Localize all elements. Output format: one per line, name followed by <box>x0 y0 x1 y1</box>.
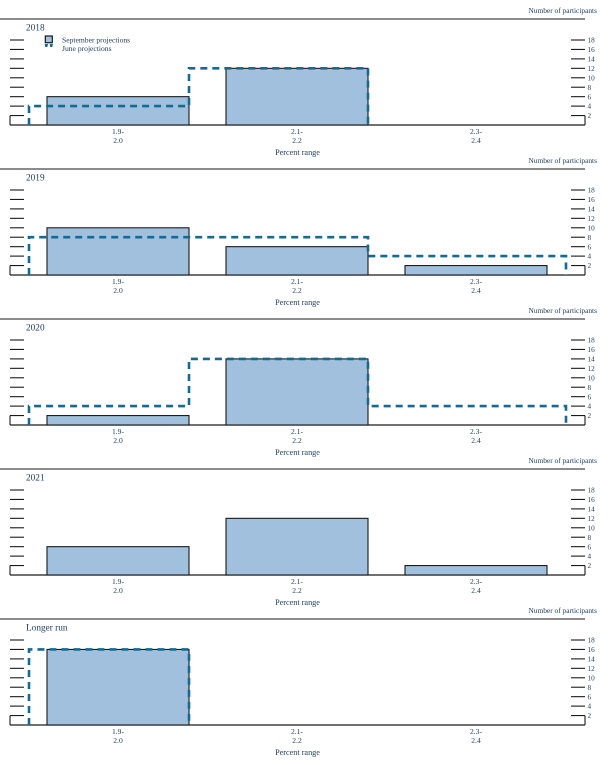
svg-text:2.0: 2.0 <box>113 736 123 745</box>
svg-text:Percent range: Percent range <box>275 748 320 757</box>
svg-text:10: 10 <box>588 374 596 382</box>
svg-text:18: 18 <box>588 637 596 645</box>
svg-text:6: 6 <box>588 543 592 551</box>
svg-text:16: 16 <box>588 646 596 654</box>
svg-text:16: 16 <box>588 46 596 54</box>
svg-text:2.1-: 2.1- <box>291 577 303 586</box>
svg-text:18: 18 <box>588 37 596 45</box>
svg-text:6: 6 <box>588 393 592 401</box>
svg-text:June projections: June projections <box>62 44 112 53</box>
svg-text:2: 2 <box>588 712 592 720</box>
svg-text:14: 14 <box>588 355 596 363</box>
svg-text:4: 4 <box>588 703 592 711</box>
svg-text:2.1-: 2.1- <box>291 427 303 436</box>
svg-text:6: 6 <box>588 243 592 251</box>
svg-text:2.1-: 2.1- <box>291 127 303 136</box>
svg-text:2.3-: 2.3- <box>470 577 482 586</box>
svg-text:18: 18 <box>588 187 596 195</box>
svg-text:6: 6 <box>588 93 592 101</box>
svg-text:2.1-: 2.1- <box>291 277 303 286</box>
svg-text:10: 10 <box>588 224 596 232</box>
svg-text:16: 16 <box>588 496 596 504</box>
svg-text:16: 16 <box>588 346 596 354</box>
svg-text:6: 6 <box>588 693 592 701</box>
svg-text:2.3-: 2.3- <box>470 427 482 436</box>
svg-text:8: 8 <box>588 684 592 692</box>
svg-text:Number of participants: Number of participants <box>528 606 597 615</box>
svg-text:2.4: 2.4 <box>471 586 481 595</box>
svg-text:2.0: 2.0 <box>113 436 123 445</box>
svg-text:10: 10 <box>588 524 596 532</box>
svg-text:2021: 2021 <box>26 474 45 484</box>
svg-text:2.3-: 2.3- <box>470 127 482 136</box>
svg-text:2.4: 2.4 <box>471 136 481 145</box>
svg-text:12: 12 <box>588 365 596 373</box>
svg-text:8: 8 <box>588 84 592 92</box>
svg-text:2.4: 2.4 <box>471 736 481 745</box>
svg-text:Longer run: Longer run <box>26 624 68 634</box>
svg-text:2019: 2019 <box>26 174 45 184</box>
svg-text:4: 4 <box>588 403 592 411</box>
svg-text:14: 14 <box>588 655 596 663</box>
svg-text:Number of participants: Number of participants <box>528 306 597 315</box>
svg-text:10: 10 <box>588 674 596 682</box>
svg-text:2: 2 <box>588 562 592 570</box>
svg-text:2.2: 2.2 <box>292 136 302 145</box>
svg-text:Number of participants: Number of participants <box>528 456 597 465</box>
svg-text:4: 4 <box>588 553 592 561</box>
svg-text:10: 10 <box>588 74 596 82</box>
svg-text:18: 18 <box>588 337 596 345</box>
svg-text:2: 2 <box>588 112 592 120</box>
svg-text:4: 4 <box>588 253 592 261</box>
svg-text:Number of participants: Number of participants <box>528 156 597 165</box>
svg-text:2.0: 2.0 <box>113 286 123 295</box>
svg-text:2.2: 2.2 <box>292 736 302 745</box>
svg-text:2: 2 <box>588 262 592 270</box>
svg-text:2.1-: 2.1- <box>291 727 303 736</box>
svg-text:14: 14 <box>588 505 596 513</box>
svg-text:2.4: 2.4 <box>471 286 481 295</box>
svg-text:2.3-: 2.3- <box>470 277 482 286</box>
svg-text:8: 8 <box>588 384 592 392</box>
svg-text:Number of participants: Number of participants <box>528 6 597 15</box>
svg-text:12: 12 <box>588 65 596 73</box>
svg-text:1.9-: 1.9- <box>112 127 124 136</box>
svg-text:8: 8 <box>588 234 592 242</box>
svg-text:12: 12 <box>588 515 596 523</box>
svg-text:14: 14 <box>588 205 596 213</box>
svg-text:2.3-: 2.3- <box>470 727 482 736</box>
svg-text:12: 12 <box>588 215 596 223</box>
svg-text:1.9-: 1.9- <box>112 727 124 736</box>
svg-text:16: 16 <box>588 196 596 204</box>
svg-text:2.0: 2.0 <box>113 586 123 595</box>
svg-text:2.2: 2.2 <box>292 586 302 595</box>
svg-text:1.9-: 1.9- <box>112 577 124 586</box>
svg-text:12: 12 <box>588 665 596 673</box>
svg-text:18: 18 <box>588 487 596 495</box>
svg-text:2.0: 2.0 <box>113 136 123 145</box>
svg-text:4: 4 <box>588 103 592 111</box>
svg-text:1.9-: 1.9- <box>112 427 124 436</box>
svg-text:2: 2 <box>588 412 592 420</box>
svg-text:2.2: 2.2 <box>292 436 302 445</box>
svg-text:1.9-: 1.9- <box>112 277 124 286</box>
svg-text:2018: 2018 <box>26 24 45 34</box>
svg-text:14: 14 <box>588 55 596 63</box>
svg-text:2.2: 2.2 <box>292 286 302 295</box>
svg-text:2.4: 2.4 <box>471 436 481 445</box>
svg-text:8: 8 <box>588 534 592 542</box>
svg-text:2020: 2020 <box>26 324 45 334</box>
